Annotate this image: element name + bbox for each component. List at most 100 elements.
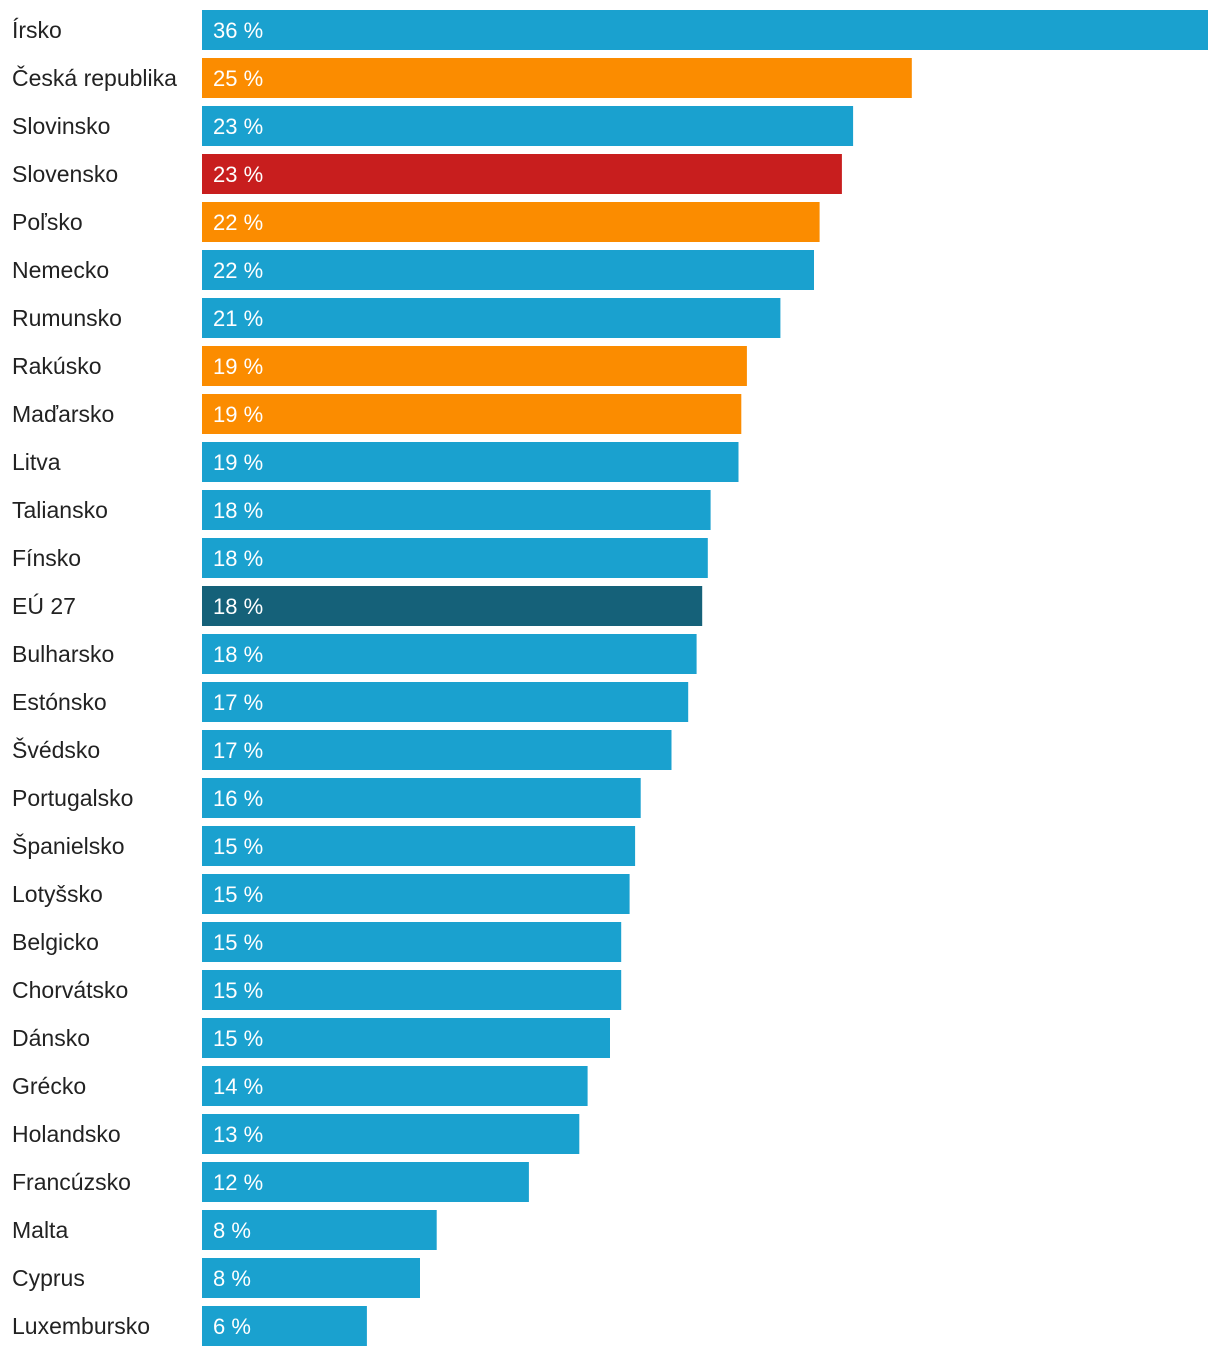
value-label: 19 % xyxy=(213,354,263,379)
bar-row: Nemecko 22 % xyxy=(12,250,814,290)
category-label: Slovinsko xyxy=(12,113,110,139)
bar-row: Cyprus 8 % xyxy=(12,1258,420,1298)
bar-row: Švédsko 17 % xyxy=(12,730,672,770)
bar-row: Česká republika 25 % xyxy=(12,58,912,98)
category-label: Švédsko xyxy=(12,736,100,763)
value-label: 18 % xyxy=(213,546,263,571)
category-label: Nemecko xyxy=(12,257,109,283)
bar-row: Dánsko 15 % xyxy=(12,1018,610,1058)
bar-row: Rumunsko 21 % xyxy=(12,298,781,338)
value-label: 25 % xyxy=(213,66,263,91)
bar-row: Portugalsko 16 % xyxy=(12,778,641,818)
bar-row: Fínsko 18 % xyxy=(12,538,708,578)
bar-row: Rakúsko 19 % xyxy=(12,346,747,386)
value-label: 15 % xyxy=(213,1026,263,1051)
category-label: Grécko xyxy=(12,1073,86,1099)
value-label: 22 % xyxy=(213,258,263,283)
bar-row: Luxembursko 6 % xyxy=(12,1306,367,1346)
category-label: Lotyšsko xyxy=(12,881,103,907)
value-label: 16 % xyxy=(213,786,263,811)
bar xyxy=(202,250,814,290)
bar-row: EÚ 27 18 % xyxy=(12,586,703,626)
bar xyxy=(202,1258,420,1298)
value-label: 8 % xyxy=(213,1266,251,1291)
bar-row: Írsko 36 % xyxy=(12,10,1208,50)
bar xyxy=(202,106,854,146)
category-label: Taliansko xyxy=(12,497,108,523)
value-label: 19 % xyxy=(213,402,263,427)
bar xyxy=(202,10,1208,50)
bar-row: Španielsko 15 % xyxy=(12,826,636,866)
category-label: Dánsko xyxy=(12,1025,90,1051)
value-label: 23 % xyxy=(213,162,263,187)
category-label: EÚ 27 xyxy=(12,593,76,619)
bar xyxy=(202,682,689,722)
category-label: Česká republika xyxy=(12,64,177,91)
category-label: Litva xyxy=(12,449,61,475)
bar-row: Slovinsko 23 % xyxy=(12,106,854,146)
bar-row: Grécko 14 % xyxy=(12,1066,588,1106)
bar xyxy=(202,1066,588,1106)
bar xyxy=(202,538,708,578)
category-label: Belgicko xyxy=(12,929,99,955)
bar xyxy=(202,826,636,866)
bar-row: Poľsko 22 % xyxy=(12,202,820,242)
bar xyxy=(202,490,711,530)
value-label: 23 % xyxy=(213,114,263,139)
bar-row: Holandsko 13 % xyxy=(12,1114,580,1154)
bar xyxy=(202,154,842,194)
category-label: Holandsko xyxy=(12,1121,121,1147)
bar xyxy=(202,730,672,770)
bar xyxy=(202,298,781,338)
bar-row: Francúzsko 12 % xyxy=(12,1162,529,1202)
value-label: 17 % xyxy=(213,738,263,763)
category-label: Francúzsko xyxy=(12,1169,131,1195)
bar xyxy=(202,394,742,434)
bar-row: Maďarsko 19 % xyxy=(12,394,742,434)
category-label: Estónsko xyxy=(12,689,107,715)
value-label: 8 % xyxy=(213,1218,251,1243)
bar xyxy=(202,1018,610,1058)
bar xyxy=(202,874,630,914)
value-label: 21 % xyxy=(213,306,263,331)
bar-row: Belgicko 15 % xyxy=(12,922,622,962)
bar-row: Bulharsko 18 % xyxy=(12,634,697,674)
bar xyxy=(202,1306,367,1346)
bar xyxy=(202,202,820,242)
category-label: Maďarsko xyxy=(12,401,114,427)
bar-row: Estónsko 17 % xyxy=(12,682,689,722)
bar-row: Malta 8 % xyxy=(12,1210,437,1250)
value-label: 15 % xyxy=(213,930,263,955)
value-label: 22 % xyxy=(213,210,263,235)
value-label: 13 % xyxy=(213,1122,263,1147)
bar-row: Slovensko 23 % xyxy=(12,154,842,194)
category-label: Chorvátsko xyxy=(12,977,128,1003)
category-label: Cyprus xyxy=(12,1265,85,1291)
category-label: Rumunsko xyxy=(12,305,122,331)
bar xyxy=(202,778,641,818)
bar xyxy=(202,586,703,626)
bar-row: Lotyšsko 15 % xyxy=(12,874,630,914)
bar xyxy=(202,970,622,1010)
category-label: Portugalsko xyxy=(12,785,133,811)
bar xyxy=(202,922,622,962)
value-label: 18 % xyxy=(213,594,263,619)
value-label: 17 % xyxy=(213,690,263,715)
category-label: Bulharsko xyxy=(12,641,114,667)
value-label: 19 % xyxy=(213,450,263,475)
value-label: 14 % xyxy=(213,1074,263,1099)
value-label: 15 % xyxy=(213,978,263,1003)
bar-row: Taliansko 18 % xyxy=(12,490,711,530)
bar xyxy=(202,346,747,386)
value-label: 12 % xyxy=(213,1170,263,1195)
value-label: 36 % xyxy=(213,18,263,43)
bar xyxy=(202,1114,580,1154)
value-label: 18 % xyxy=(213,498,263,523)
value-label: 18 % xyxy=(213,642,263,667)
category-label: Rakúsko xyxy=(12,353,101,379)
category-label: Fínsko xyxy=(12,545,81,571)
bar-row: Litva 19 % xyxy=(12,442,739,482)
bar xyxy=(202,58,912,98)
category-label: Slovensko xyxy=(12,161,118,187)
